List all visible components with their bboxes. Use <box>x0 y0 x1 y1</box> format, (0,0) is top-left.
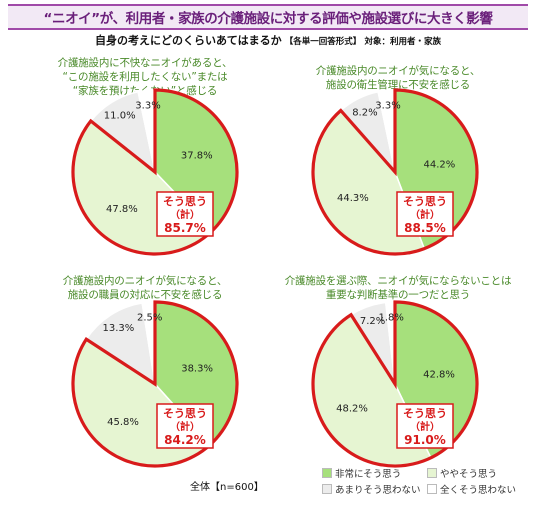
panel-title-2: 介護施設内のニオイが気になると、 施設の衛生管理に不安を感じる <box>268 64 528 92</box>
slice-value-label: 48.2% <box>336 404 368 415</box>
callout-text: （計） <box>170 420 200 433</box>
agree-total-outline <box>311 300 479 468</box>
slice-value-label: 44.3% <box>337 193 369 204</box>
callout-box <box>396 403 454 449</box>
slice-value-label: 2.5% <box>137 313 162 324</box>
slice-value-label: 7.2% <box>360 316 385 327</box>
legend-swatch <box>427 484 437 494</box>
panel-title-line: 介護施設内に不快なニオイがあると、 <box>57 57 233 69</box>
legend-not-really: あまりそう思わない <box>322 482 421 496</box>
agree-total-outline <box>311 88 479 256</box>
legend-swatch <box>427 468 437 478</box>
pie-slice-not-really <box>85 302 157 386</box>
question-text: 自身の考えにどのくらいあてはまるか <box>95 34 282 47</box>
pie-chart-3: 38.3% 45.8% 13.3%2.5% そう思う（計）84.2% <box>71 300 239 468</box>
legend-label: 全くそう思わない <box>440 485 517 496</box>
slice-value-label: 8.2% <box>352 107 377 118</box>
panel-title-line: 施設の職員の対応に不安を感じる <box>67 289 223 301</box>
callout-text: （計） <box>410 208 440 221</box>
callout-text: （計） <box>410 420 440 433</box>
legend-label: 非常にそう思う <box>335 469 402 480</box>
legend-label: あまりそう思わない <box>335 485 421 496</box>
slice-value-label: 13.3% <box>103 323 135 334</box>
agree-total-outline <box>71 300 239 468</box>
panel-title-line: 施設の衛生管理に不安を感じる <box>325 79 471 91</box>
callout-text: 88.5% <box>404 221 446 235</box>
callout-text: そう思う <box>163 195 207 208</box>
slice-value-label: 3.3% <box>135 101 160 112</box>
legend-swatch <box>322 468 332 478</box>
slice-value-label: 42.8% <box>423 369 455 380</box>
slice-value-label: 47.8% <box>106 204 138 215</box>
legend-somewhat-agree: ややそう思う <box>427 466 497 480</box>
slice-value-label: 45.8% <box>107 417 139 428</box>
slice-value-label: 1.8% <box>378 312 403 323</box>
pie-chart-1: 37.8% 47.8% 11.0%3.3% そう思う（計）85.7% <box>71 88 239 256</box>
slice-value-label: 38.3% <box>181 363 213 374</box>
legend-strongly-agree: 非常にそう思う <box>322 466 401 480</box>
panel-title-line: 介護施設内のニオイが気になると、 <box>315 65 481 77</box>
slice-value-label: 3.3% <box>375 101 400 112</box>
callout-text: 84.2% <box>164 433 206 447</box>
panel-title-3: 介護施設内のニオイが気になると、 施設の職員の対応に不安を感じる <box>15 274 275 302</box>
pie-chart-4: 42.8% 48.2% 7.2%1.8% そう思う（計）91.0% <box>311 300 479 468</box>
callout-box <box>156 191 214 237</box>
panel-title-1: 介護施設内に不快なニオイがあると、“この施設を利用したくない”または“家族を預け… <box>15 56 275 98</box>
pie-chart-2: 44.2% 44.3% 8.2%3.3% そう思う（計）88.5% <box>311 88 479 256</box>
legend-swatch <box>322 484 332 494</box>
slice-value-label: 11.0% <box>104 110 136 121</box>
slice-value-label: 44.2% <box>424 159 456 170</box>
target-text: 対象：利用者・家族 <box>364 37 441 47</box>
page-title: “ニオイ”が、利用者・家族の介護施設に対する評価や施設選びに大きく影響 <box>8 4 528 30</box>
agree-total-outline <box>71 88 239 256</box>
callout-text: そう思う <box>403 407 447 420</box>
legend-label: ややそう思う <box>440 469 498 480</box>
panel-title-line: 介護施設内のニオイが気になると、 <box>62 275 228 287</box>
callout-text: （計） <box>170 208 200 221</box>
chart-subtitle: 自身の考えにどのくらいあてはまるか 【各単一回答形式】 対象：利用者・家族 <box>0 32 536 48</box>
panel-title-line: 重要な判断基準の一つだと思う <box>325 289 471 301</box>
panel-title-4: 介護施設を選ぶ際、ニオイが気にならないことは 重要な判断基準の一つだと思う <box>253 274 536 302</box>
callout-box <box>396 191 454 237</box>
callout-box <box>156 403 214 449</box>
legend-not-at-all: 全くそう思わない <box>427 482 516 496</box>
sample-size-label: 全体【n=600】 <box>190 482 264 493</box>
panel-title-line: “この施設を利用したくない”または <box>62 71 228 83</box>
callout-text: そう思う <box>163 407 207 420</box>
callout-text: 85.7% <box>164 221 206 235</box>
format-text: 【各単一回答形式】 <box>284 37 362 47</box>
slice-value-label: 37.8% <box>181 151 213 162</box>
callout-text: そう思う <box>403 195 447 208</box>
callout-text: 91.0% <box>404 433 446 447</box>
panel-title-line: 介護施設を選ぶ際、ニオイが気にならないことは <box>284 275 512 287</box>
